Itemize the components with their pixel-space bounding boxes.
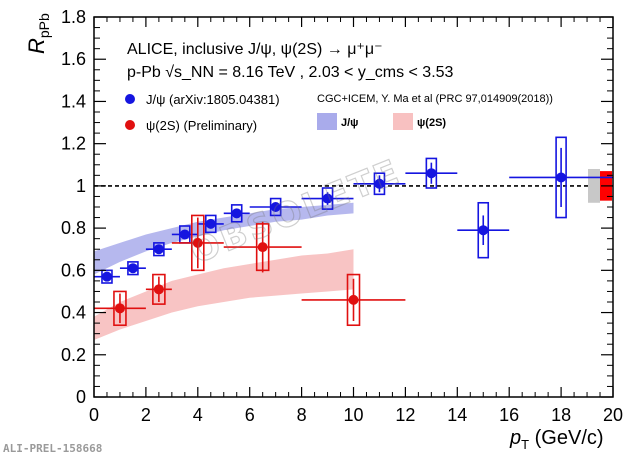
y-tick-label-4: 0.8 bbox=[61, 218, 86, 238]
chart-title-line2: p-Pb √s_NN = 8.16 TeV , 2.03 < y_cms < 3… bbox=[127, 64, 454, 81]
y-tick-label-8: 1.6 bbox=[61, 49, 86, 69]
y-axis-title-main: R bbox=[24, 38, 49, 54]
x-tick-label-6: 12 bbox=[395, 405, 415, 425]
y-tick-label-2: 0.4 bbox=[61, 303, 86, 323]
legend-model-psi2s-swatch bbox=[393, 113, 413, 130]
legend-jpsi-label: J/ψ (arXiv:1805.04381) bbox=[146, 92, 280, 107]
jpsi-marker-4 bbox=[205, 218, 216, 229]
data-series bbox=[94, 136, 613, 327]
axis-ticks bbox=[93, 16, 614, 398]
preliminary-id: ALI-PREL-158668 bbox=[3, 442, 102, 455]
legend-model-title: CGC+ICEM, Y. Ma et al (PRC 97,014909(201… bbox=[317, 93, 553, 105]
jpsi-marker-6 bbox=[270, 202, 281, 212]
jpsi-marker-5 bbox=[231, 208, 242, 219]
jpsi-marker-9 bbox=[426, 168, 437, 179]
jpsi-marker-3 bbox=[179, 229, 190, 240]
model-band-psi2s bbox=[94, 249, 354, 340]
x-axis-title-units: (GeV/c) bbox=[529, 427, 603, 449]
y-axis-title-sub: pPb bbox=[36, 13, 52, 38]
jpsi-marker-7 bbox=[322, 193, 333, 204]
x-tick-label-8: 16 bbox=[499, 405, 519, 425]
x-tick-label-2: 4 bbox=[193, 405, 203, 425]
x-tick-label-4: 8 bbox=[297, 405, 307, 425]
x-tick-label-1: 2 bbox=[141, 405, 151, 425]
psi2s-marker-4 bbox=[348, 294, 359, 305]
y-tick-label-0: 0 bbox=[76, 387, 86, 407]
x-tick-label-7: 14 bbox=[447, 405, 467, 425]
axis-tick-labels: 0 2 4 6 8 10 12 14 16 18 20 0 0.2 0.4 0.6 0.8 1 1.2 1.4 1.6… bbox=[61, 7, 623, 425]
x-tick-label-10: 20 bbox=[603, 405, 623, 425]
legend-model-psi2s-label: ψ(2S) bbox=[417, 117, 446, 129]
y-tick-label-6: 1.2 bbox=[61, 134, 86, 154]
jpsi-marker-8 bbox=[374, 178, 385, 189]
watermark-logo: OBSOLETE bbox=[184, 151, 407, 273]
psi2s-marker-0 bbox=[114, 303, 125, 314]
legend-psi2s-label: ψ(2S) (Preliminary) bbox=[146, 118, 257, 133]
x-tick-label-5: 10 bbox=[343, 405, 363, 425]
psi2s-marker-3 bbox=[257, 242, 268, 253]
jpsi-marker-2 bbox=[153, 244, 164, 255]
x-axis-title: pT (GeV/c) bbox=[509, 427, 604, 452]
psi2s-marker-1 bbox=[153, 284, 164, 295]
y-tick-label-7: 1.4 bbox=[61, 91, 86, 111]
jpsi-marker-11 bbox=[556, 172, 567, 183]
model-band-jpsi bbox=[94, 202, 354, 275]
x-axis-title-sub: T bbox=[521, 437, 529, 452]
legend-model-jpsi-label: J/ψ bbox=[341, 117, 358, 129]
legend-model-jpsi-swatch bbox=[317, 113, 337, 130]
svg-text:OBSOLETE: OBSOLETE bbox=[185, 151, 407, 272]
x-axis-title-main: p bbox=[509, 427, 521, 449]
jpsi-marker-0 bbox=[101, 271, 112, 282]
jpsi-marker-10 bbox=[478, 225, 489, 236]
x-tick-label-3: 6 bbox=[245, 405, 255, 425]
legend-psi2s-marker bbox=[125, 120, 135, 130]
y-tick-label-1: 0.2 bbox=[61, 345, 86, 365]
x-tick-label-0: 0 bbox=[89, 405, 99, 425]
model-bands bbox=[94, 202, 354, 340]
legend: J/ψ (arXiv:1805.04381) ψ(2S) (Preliminar… bbox=[125, 92, 553, 133]
chart-title-line1: ALICE, inclusive J/ψ, ψ(2S) → μ⁺μ⁻ bbox=[127, 41, 383, 58]
y-tick-label-9: 1.8 bbox=[61, 7, 86, 27]
y-tick-label-3: 0.6 bbox=[61, 260, 86, 280]
y-axis-title: RpPb bbox=[24, 13, 52, 54]
y-tick-label-5: 1 bbox=[76, 176, 86, 196]
global-uncertainty-jpsi bbox=[588, 169, 600, 203]
x-tick-label-9: 18 bbox=[551, 405, 571, 425]
psi2s-marker-2 bbox=[192, 237, 203, 248]
legend-jpsi-marker bbox=[125, 94, 135, 104]
jpsi-marker-1 bbox=[127, 263, 138, 274]
